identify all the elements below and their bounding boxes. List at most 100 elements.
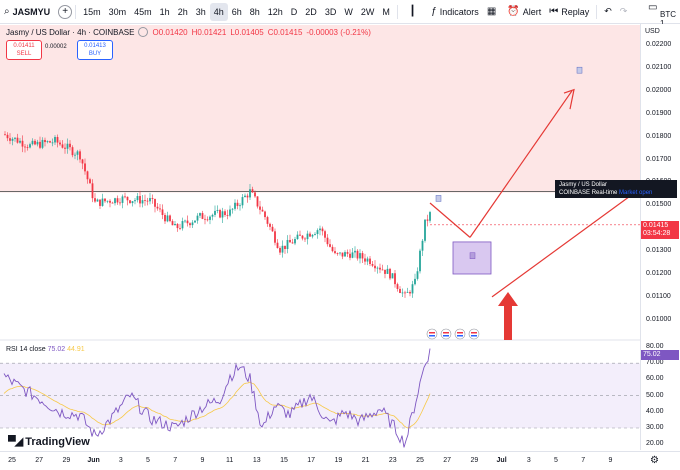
candle-body [26,147,29,148]
interval-2h[interactable]: 2h [177,6,188,17]
candle-body [359,253,361,259]
buy-button[interactable]: 0.01413 BUY [77,40,113,60]
candle-body [306,233,309,240]
alert-label: Alert [522,6,542,17]
price-tick: 0.01200 [646,270,672,277]
interval-6h[interactable]: 6h [231,6,242,17]
rsi-legend: RSI 14 close 75.02 44.91 [6,346,85,353]
interval-1h[interactable]: 1h [159,6,170,17]
tradingview-logo[interactable]: ▀◢ TradingView [8,435,90,449]
add-icon[interactable]: + [58,4,73,19]
candle-body [356,250,359,259]
candle-body [401,292,404,294]
candle-body [419,250,421,272]
time-tick: 9 [608,457,613,464]
candle-body [16,137,19,143]
us-flag-icon [429,335,435,337]
candle-body [329,244,331,247]
templates-button[interactable]: ▦ [483,0,503,24]
candle-body [279,248,281,253]
alert-button[interactable]: ⏰ Alert [503,0,545,24]
interval-4h[interactable]: 4h [209,2,228,21]
candle-body [129,200,131,204]
interval-3d[interactable]: 3D [324,6,337,17]
replay-button[interactable]: ⏮ Replay [545,0,593,24]
eye-icon[interactable] [138,27,149,37]
new-layout-icon[interactable]: ▭ [648,2,658,13]
interval-w[interactable]: W [344,6,353,17]
rsi-tick: 70.00 [646,359,664,367]
us-flag-icon [429,332,435,334]
templates-icon: ▦ [486,6,497,17]
interval-2d[interactable]: 2D [305,6,317,17]
interval-3h[interactable]: 3h [195,6,206,17]
rsi-tick: 60.00 [646,375,664,383]
legend-high: H0.01421 [191,27,227,37]
interval-15m[interactable]: 15m [83,6,101,17]
candle-body [179,228,181,229]
time-tick: 21 [361,457,370,464]
time-tick: Jun [87,457,100,464]
interval-2w[interactable]: 2W [360,6,375,17]
undo-button[interactable]: ↶ [600,0,616,24]
candle-body [304,238,306,240]
toolbar-divider [596,4,598,19]
toolbar-divider [396,4,398,19]
rsi-title: RSI 14 close [6,346,46,353]
candle-body [121,196,124,203]
toolbar-divider [75,4,77,19]
candle-body [79,151,81,160]
candle-body [319,228,321,231]
time-tick: 9 [200,457,205,464]
interval-12h[interactable]: 12h [267,6,283,17]
currency-label[interactable]: USD [645,28,660,35]
rsi-tick: 20.00 [646,440,664,448]
interval-m[interactable]: M [382,6,390,17]
search-icon: ⌕ [4,6,10,17]
candle-body [39,141,41,148]
candle-body [429,212,431,221]
candle-body [74,154,76,156]
candle-body [409,291,411,294]
time-tick: 5 [146,457,150,464]
candle-body [296,234,299,240]
candle-body [186,220,189,224]
interval-d[interactable]: D [290,6,298,17]
us-flag-icon [443,335,449,337]
candle-body [149,198,151,202]
candle-body [254,192,256,197]
indicators-button[interactable]: ƒ Indicators [427,0,483,24]
candle-body [169,215,171,222]
candle-body [146,200,149,202]
candle-body [49,141,51,143]
sell-button[interactable]: 0.01411 SELL [6,40,42,60]
redo-button[interactable]: ↷ [616,0,632,24]
candle-body [36,141,39,145]
interval-8h[interactable]: 8h [249,6,260,17]
candle-body [226,214,229,216]
symbol-search[interactable]: ⌕ JASMYU [0,0,54,24]
interval-30m[interactable]: 30m [108,6,127,17]
btc-label[interactable]: BTC 1 [660,10,676,28]
time-tick: 29 [62,457,71,464]
candle-body [206,219,209,221]
candle-body [326,237,329,245]
tooltip-title: Jasmy / US Dollar [559,182,608,188]
sell-price: 0.01411 [13,43,35,49]
us-flag-icon [471,332,477,334]
time-tick: 7 [173,457,178,464]
candle-body [194,220,196,223]
candle-body [104,198,106,202]
candle-body [101,198,104,206]
chart-type-button[interactable]: ▕▏ [401,0,427,24]
candle-body [389,268,391,279]
interval-45m[interactable]: 45m [134,6,152,17]
candle-body [59,142,61,145]
candle-body [196,215,199,221]
candle-body [154,198,156,207]
settings-icon[interactable]: ⚙ [650,455,659,466]
candle-body [261,209,264,212]
time-axis[interactable]: 25 27 29 Jun 3 5 7 9 11 13 15 17 19 21 23 25 27 29 Jul 3 5 7 9 [0,451,680,470]
candle-body [234,202,236,209]
